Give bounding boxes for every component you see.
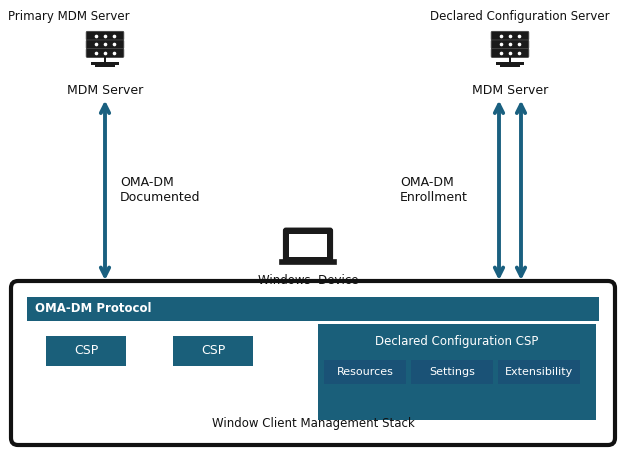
Text: Resources: Resources	[336, 367, 394, 377]
FancyBboxPatch shape	[290, 234, 326, 257]
Text: Windows  Device: Windows Device	[258, 274, 358, 287]
FancyBboxPatch shape	[90, 62, 119, 65]
FancyBboxPatch shape	[498, 360, 580, 384]
Text: Extensibility: Extensibility	[505, 367, 573, 377]
Text: OMA-DM
Enrollment: OMA-DM Enrollment	[400, 176, 468, 204]
Text: OMA-DM Protocol: OMA-DM Protocol	[35, 303, 152, 316]
FancyBboxPatch shape	[104, 56, 106, 62]
Text: MDM Server: MDM Server	[472, 83, 548, 97]
FancyBboxPatch shape	[86, 49, 124, 57]
FancyBboxPatch shape	[324, 360, 406, 384]
FancyBboxPatch shape	[500, 65, 520, 67]
FancyBboxPatch shape	[86, 40, 124, 49]
FancyBboxPatch shape	[318, 324, 596, 420]
FancyBboxPatch shape	[284, 229, 332, 262]
FancyBboxPatch shape	[509, 56, 511, 62]
Text: Declared Configuration CSP: Declared Configuration CSP	[375, 336, 539, 349]
FancyBboxPatch shape	[495, 62, 524, 65]
Text: Primary MDM Server: Primary MDM Server	[8, 10, 130, 23]
Text: Window Client Management Stack: Window Client Management Stack	[212, 418, 414, 431]
FancyBboxPatch shape	[491, 40, 529, 49]
FancyBboxPatch shape	[95, 65, 115, 67]
Text: CSP: CSP	[74, 345, 98, 358]
Text: Settings: Settings	[429, 367, 475, 377]
FancyBboxPatch shape	[491, 32, 529, 40]
FancyBboxPatch shape	[46, 336, 126, 366]
FancyBboxPatch shape	[280, 260, 336, 264]
Text: CSP: CSP	[201, 345, 225, 358]
FancyBboxPatch shape	[491, 49, 529, 57]
FancyBboxPatch shape	[27, 297, 599, 321]
Text: MDM Server: MDM Server	[67, 83, 143, 97]
Text: OMA-DM
Documented: OMA-DM Documented	[120, 176, 200, 204]
Text: Declared Configuration Server: Declared Configuration Server	[430, 10, 610, 23]
FancyBboxPatch shape	[86, 32, 124, 40]
FancyBboxPatch shape	[173, 336, 253, 366]
FancyBboxPatch shape	[411, 360, 493, 384]
FancyBboxPatch shape	[11, 281, 615, 445]
